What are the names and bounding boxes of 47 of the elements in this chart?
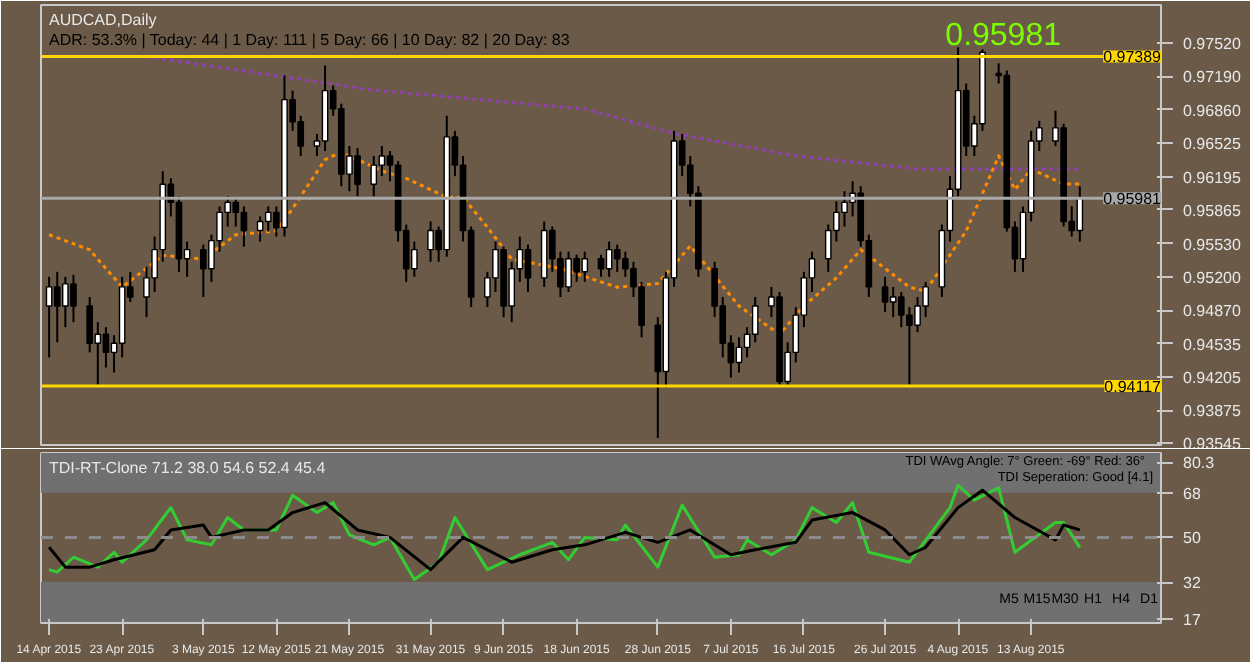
y-tick-label: 0.95865 <box>1183 201 1242 220</box>
candlestick <box>45 275 53 359</box>
annotation: 0.95981 <box>945 19 1062 53</box>
candlestick <box>613 243 621 273</box>
y-tick-label: 0.95530 <box>1183 235 1242 254</box>
y-tick-label: 50 <box>1183 529 1202 548</box>
y-tick-label: 0.93875 <box>1183 402 1242 421</box>
candlestick <box>53 270 61 344</box>
y-tick-label: 0.97190 <box>1183 68 1242 87</box>
candlestick <box>378 144 386 178</box>
line-series <box>47 150 1082 336</box>
candlestick <box>86 295 94 354</box>
y-tick-label: 0.94535 <box>1183 335 1242 354</box>
candlestick <box>427 220 434 263</box>
y-tick-label: 0.94870 <box>1183 302 1242 321</box>
candlestick <box>354 146 361 198</box>
y-tick-label: 80.3 <box>1183 454 1216 473</box>
y-tick-label: 0.96525 <box>1183 135 1242 154</box>
y-tick-label: 0.96860 <box>1183 101 1242 120</box>
ref-line-label: 0.94117 <box>1104 377 1163 396</box>
candlestick <box>841 190 848 228</box>
candlestick <box>881 275 889 314</box>
candlestick <box>540 220 548 288</box>
y-tick-label: 32 <box>1183 574 1202 593</box>
candlestick <box>524 243 532 293</box>
chart-title: TDI-RT-Clone 71.2 38.0 54.6 52.4 45.4 <box>49 459 327 477</box>
candlestick <box>264 205 272 233</box>
candlestick <box>581 250 589 283</box>
candlestick <box>62 275 69 329</box>
candlestick <box>889 285 897 319</box>
candlestick <box>199 243 207 298</box>
candlestick <box>70 273 77 324</box>
y-tick-label: 0.95200 <box>1183 268 1242 287</box>
candlestick <box>232 197 240 228</box>
y-tick-label: 0.96195 <box>1183 168 1242 187</box>
candlestick <box>573 253 580 283</box>
ref-line-label: 0.95981 <box>1103 190 1163 209</box>
y-tick-label: 17 <box>1183 611 1202 630</box>
candlestick <box>370 155 378 198</box>
y-tick-label: 0.97520 <box>1183 35 1242 54</box>
chart-title: AUDCAD,Daily <box>49 11 157 29</box>
y-tick-label: 68 <box>1183 484 1202 503</box>
ref-line-label: 0.97389 <box>1103 48 1163 67</box>
y-tick-label: 0.94205 <box>1183 369 1242 388</box>
candlestick <box>565 250 572 293</box>
annotation: ADR: 53.3% | Today: 44 | 1 Day: 111 | 5 Day: 66 | 10 Day: 82 | 20 Day: 83 <box>49 31 571 49</box>
candlestick <box>751 295 759 344</box>
